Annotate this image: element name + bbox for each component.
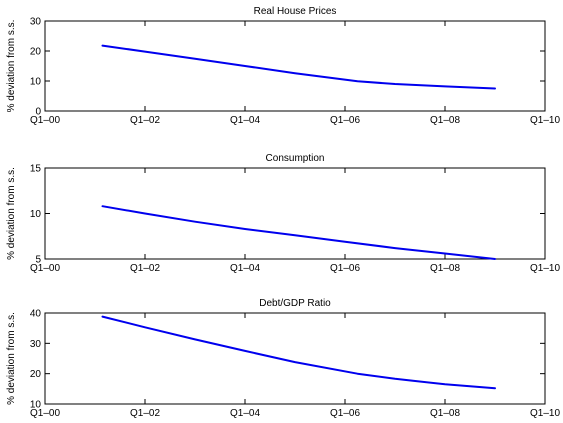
x-tick-label: Q1–08 bbox=[430, 263, 460, 274]
y-axis-label: % deviation from s.s. bbox=[6, 167, 17, 260]
series-line bbox=[101, 315, 496, 390]
x-tick-label: Q1–02 bbox=[130, 263, 160, 274]
x-tick-label: Q1–00 bbox=[30, 408, 60, 419]
chart-panel-3: Debt/GDP Ratio % deviation from s.s. 10 20 3… bbox=[6, 298, 560, 419]
y-tick-label: 10 bbox=[30, 77, 42, 88]
chart-panel-1: Real House Prices % deviation from s.s. 0 1… bbox=[6, 6, 560, 126]
chart-title: Debt/GDP Ratio bbox=[259, 298, 331, 309]
y-tick-label: 30 bbox=[30, 17, 42, 28]
x-tick-label: Q1–00 bbox=[30, 115, 60, 126]
x-tick-label: Q1–08 bbox=[430, 408, 460, 419]
x-tick-label: Q1–10 bbox=[530, 263, 560, 274]
y-tick-label: 5 bbox=[35, 255, 41, 266]
plot-frame bbox=[44, 167, 546, 260]
x-tick-label: Q1–04 bbox=[230, 408, 260, 419]
x-tick-label: Q1–10 bbox=[530, 115, 560, 126]
x-tick-label: Q1–08 bbox=[430, 115, 460, 126]
plot-frame bbox=[44, 312, 546, 405]
x-tick-label: Q1–02 bbox=[130, 115, 160, 126]
x-tick-label: Q1–02 bbox=[130, 408, 160, 419]
y-tick-label: 30 bbox=[30, 339, 42, 350]
y-tick-label: 20 bbox=[30, 47, 42, 58]
y-tick-label: 10 bbox=[30, 400, 42, 411]
y-tick-label: 0 bbox=[35, 107, 41, 118]
chart-title: Real House Prices bbox=[254, 6, 337, 17]
x-tick-label: Q1–06 bbox=[330, 408, 360, 419]
y-tick-label: 10 bbox=[30, 209, 42, 220]
x-tick-label: Q1–04 bbox=[230, 263, 260, 274]
y-tick-label: 20 bbox=[30, 369, 42, 380]
x-tick-label: Q1–00 bbox=[30, 263, 60, 274]
y-axis-label: % deviation from s.s. bbox=[6, 20, 17, 113]
x-tick-label: Q1–10 bbox=[530, 408, 560, 419]
series-line bbox=[101, 205, 496, 260]
chart-panel-2: Consumption % deviation from s.s. 5 10 15 Q1–… bbox=[6, 153, 560, 274]
x-tick-label: Q1–06 bbox=[330, 115, 360, 126]
x-tick-label: Q1–06 bbox=[330, 263, 360, 274]
y-tick-label: 15 bbox=[30, 164, 42, 175]
plot-frame bbox=[44, 20, 546, 112]
x-tick-label: Q1–04 bbox=[230, 115, 260, 126]
y-axis-label: % deviation from s.s. bbox=[6, 312, 17, 405]
y-tick-label: 40 bbox=[30, 309, 42, 320]
chart-title: Consumption bbox=[266, 153, 325, 164]
series-line bbox=[101, 44, 496, 90]
